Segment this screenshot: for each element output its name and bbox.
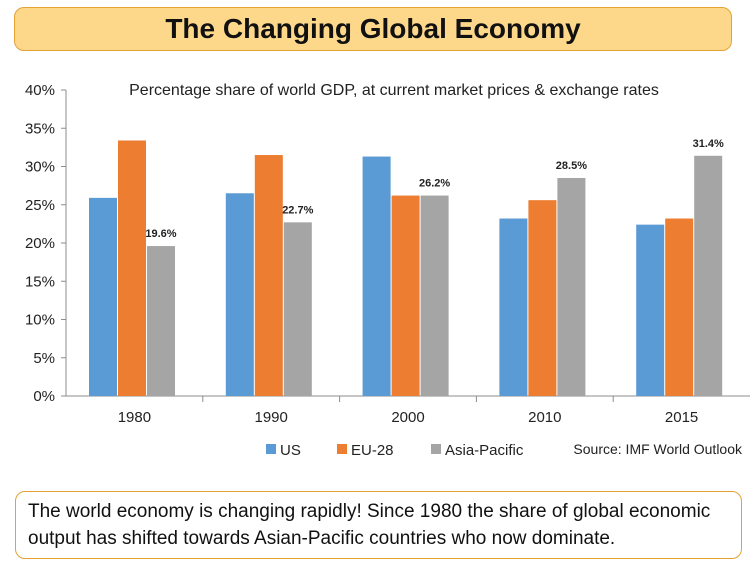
x-tick-label: 2010	[528, 409, 561, 426]
bar-eu-28	[391, 195, 420, 396]
title-banner: The Changing Global Economy	[14, 7, 732, 51]
legend-label: EU-28	[351, 442, 394, 459]
source-note: Source: IMF World Outlook	[573, 441, 743, 457]
legend-label: US	[280, 442, 301, 459]
bar-eu-28	[665, 218, 694, 396]
data-label: 19.6%	[145, 228, 176, 240]
chart-legend: US EU-28 Asia-Pacific	[266, 442, 524, 459]
summary-box: The world economy is changing rapidly! S…	[15, 491, 742, 559]
bar-eu-28	[528, 200, 557, 396]
legend-swatch	[337, 444, 347, 454]
data-label: 31.4%	[693, 138, 724, 150]
bar-eu-28	[118, 140, 146, 396]
y-tick-label: 15%	[25, 273, 55, 290]
bar-us	[225, 193, 254, 396]
y-tick-label: 0%	[33, 388, 55, 405]
bar-asia-pacific	[420, 195, 449, 396]
data-label: 28.5%	[556, 160, 587, 172]
bar-us	[89, 197, 117, 396]
chart-axes: 0% 5% 10% 15% 20% 25% 30% 35% 40% 1980 1990 2000 201…	[25, 82, 750, 426]
y-tick-label: 40%	[25, 82, 55, 99]
y-tick-label: 5%	[33, 350, 55, 367]
page-title: The Changing Global Economy	[165, 13, 581, 44]
x-tick-label: 2000	[391, 409, 424, 426]
x-tick-label: 2015	[665, 409, 698, 426]
y-tick-label: 25%	[25, 197, 55, 214]
summary-text: The world economy is changing rapidly! S…	[28, 501, 711, 549]
bar-eu-28	[254, 155, 283, 396]
x-tick-label: 1980	[118, 409, 151, 426]
bar-us	[362, 156, 391, 396]
y-tick-label: 10%	[25, 312, 55, 329]
y-tick-label: 20%	[25, 235, 55, 252]
chart-bars	[89, 140, 723, 396]
bar-asia-pacific	[557, 177, 586, 396]
y-tick-label: 35%	[25, 120, 55, 137]
bar-asia-pacific	[283, 222, 312, 396]
legend-swatch	[431, 444, 441, 454]
legend-label: Asia-Pacific	[445, 442, 524, 459]
bar-chart: Percentage share of world GDP, at curren…	[25, 82, 750, 459]
data-label: 22.7%	[282, 204, 313, 216]
legend-swatch	[266, 444, 276, 454]
bar-asia-pacific	[147, 246, 175, 396]
bar-us	[636, 224, 665, 396]
data-label: 26.2%	[419, 178, 450, 190]
bar-us	[499, 218, 528, 396]
y-tick-label: 30%	[25, 159, 55, 176]
chart-title: Percentage share of world GDP, at curren…	[129, 82, 659, 99]
bar-asia-pacific	[694, 155, 723, 396]
chart-data-labels: 19.6% 22.7% 26.2% 28.5% 31.4%	[145, 138, 724, 240]
x-tick-label: 1990	[255, 409, 288, 426]
